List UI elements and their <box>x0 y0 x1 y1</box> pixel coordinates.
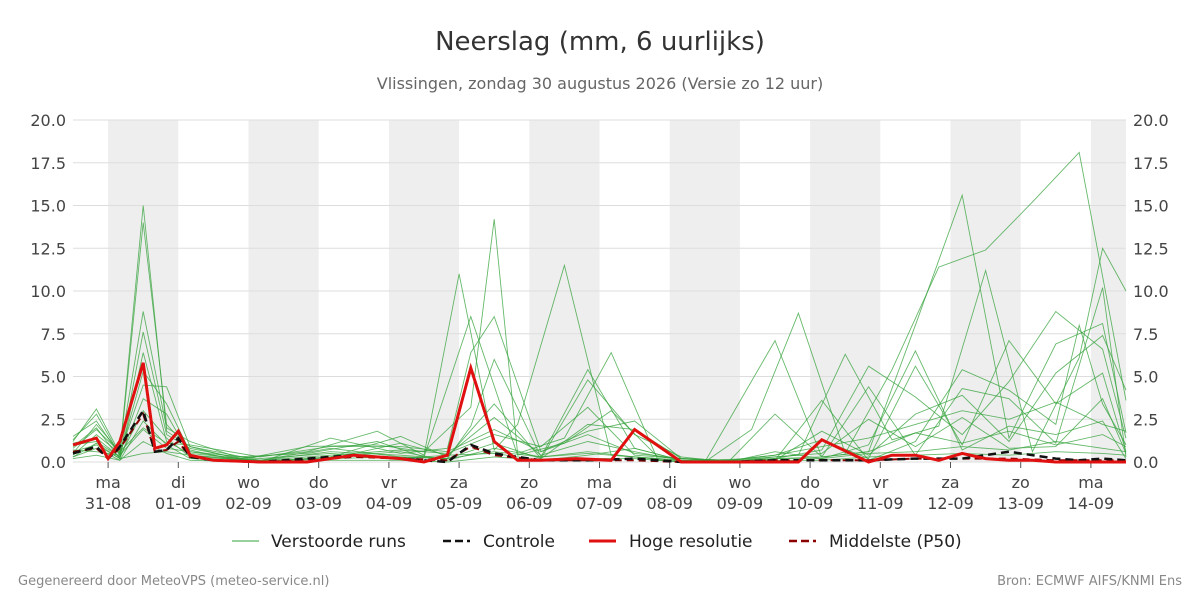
legend-label: Controle <box>483 532 555 552</box>
x-tick-date: 08-09 <box>646 494 693 513</box>
y-tick-label: 2.5 <box>41 410 66 429</box>
x-tick-date: 01-09 <box>155 494 202 513</box>
x-tick-date: 10-09 <box>787 494 834 513</box>
x-tick-date: 05-09 <box>436 494 483 513</box>
y-tick-label: 7.5 <box>41 325 66 344</box>
x-tick-date: 04-09 <box>366 494 413 513</box>
y-tick-label: 12.5 <box>30 239 66 258</box>
x-tick-day: vr <box>872 473 888 492</box>
y-tick-label: 10.0 <box>1133 282 1169 301</box>
x-tick-date: 09-09 <box>717 494 764 513</box>
ensemble-run-line <box>72 334 1127 461</box>
y-tick-label: 12.5 <box>1133 239 1169 258</box>
y-tick-label: 0.0 <box>1133 453 1158 472</box>
x-tick-day: zo <box>1012 473 1030 492</box>
y-tick-label: 7.5 <box>1133 325 1158 344</box>
y-tick-label: 20.0 <box>30 111 66 130</box>
ensemble-run-line <box>72 247 1127 461</box>
y-tick-label: 5.0 <box>41 368 66 387</box>
legend-label: Middelste (P50) <box>829 532 962 552</box>
ensemble-run-line <box>72 310 1127 461</box>
x-tick-date: 02-09 <box>225 494 272 513</box>
y-tick-label: 17.5 <box>1133 154 1169 173</box>
y-tick-label: 15.0 <box>30 197 66 216</box>
x-tick-day: ma <box>1078 473 1103 492</box>
y-tick-label: 15.0 <box>1133 197 1169 216</box>
footer-right: Bron: ECMWF AIFS/KNMI Ens <box>997 574 1182 589</box>
ensemble-run-line <box>72 151 1127 463</box>
x-tick-date: 06-09 <box>506 494 553 513</box>
x-tick-date: 14-09 <box>1068 494 1115 513</box>
footer-left: Gegenereerd door MeteoVPS (meteo-service… <box>18 574 329 589</box>
x-tick-day: do <box>800 473 820 492</box>
y-tick-label: 17.5 <box>30 154 66 173</box>
y-tick-label: 20.0 <box>1133 111 1169 130</box>
y-tick-label: 2.5 <box>1133 410 1158 429</box>
x-tick-date: 12-09 <box>927 494 974 513</box>
x-tick-day: vr <box>381 473 397 492</box>
x-tick-day: ma <box>587 473 612 492</box>
ensemble-run-line <box>72 441 1127 463</box>
ensemble-run-line <box>72 193 1127 463</box>
x-tick-day: zo <box>520 473 538 492</box>
control-line <box>72 407 1127 464</box>
x-tick-date: 13-09 <box>997 494 1044 513</box>
legend-label: Hoge resolutie <box>629 532 753 552</box>
chart-title: Neerslag (mm, 6 uurlijks) <box>435 27 765 57</box>
chart-subtitle: Vlissingen, zondag 30 augustus 2026 (Ver… <box>377 74 824 93</box>
ensemble-run-line <box>72 323 1127 463</box>
x-tick-day: za <box>941 473 959 492</box>
y-tick-label: 5.0 <box>1133 368 1158 387</box>
main-lines <box>72 362 1127 464</box>
x-tick-date: 07-09 <box>576 494 623 513</box>
y-axis-left: 0.0 2.5 5.0 7.5 10.0 12.5 15.0 17.5 20.0 <box>30 111 66 472</box>
x-tick-date: 31-08 <box>85 494 132 513</box>
x-tick-day: wo <box>728 473 751 492</box>
x-tick-day: ma <box>95 473 120 492</box>
x-tick-day: do <box>309 473 329 492</box>
legend: Verstoorde runs Controle Hoge resolutie Mid… <box>232 532 962 552</box>
y-axis-right: 0.0 2.5 5.0 7.5 10.0 12.5 15.0 17.5 20.0 <box>1133 111 1169 472</box>
y-tick-label: 0.0 <box>41 453 66 472</box>
x-axis: ma 31-08 di 01-09 wo 02-09 do 03-09 vr 04-09 za 05-… <box>85 462 1114 513</box>
x-tick-day: di <box>662 473 677 492</box>
legend-label: Verstoorde runs <box>271 532 406 552</box>
y-tick-label: 10.0 <box>30 282 66 301</box>
hres-line <box>72 362 1126 464</box>
x-tick-date: 03-09 <box>295 494 342 513</box>
x-tick-date: 11-09 <box>857 494 904 513</box>
x-tick-day: wo <box>237 473 260 492</box>
x-tick-day: za <box>450 473 468 492</box>
ensemble-run-line <box>72 349 1127 463</box>
x-tick-day: di <box>171 473 186 492</box>
